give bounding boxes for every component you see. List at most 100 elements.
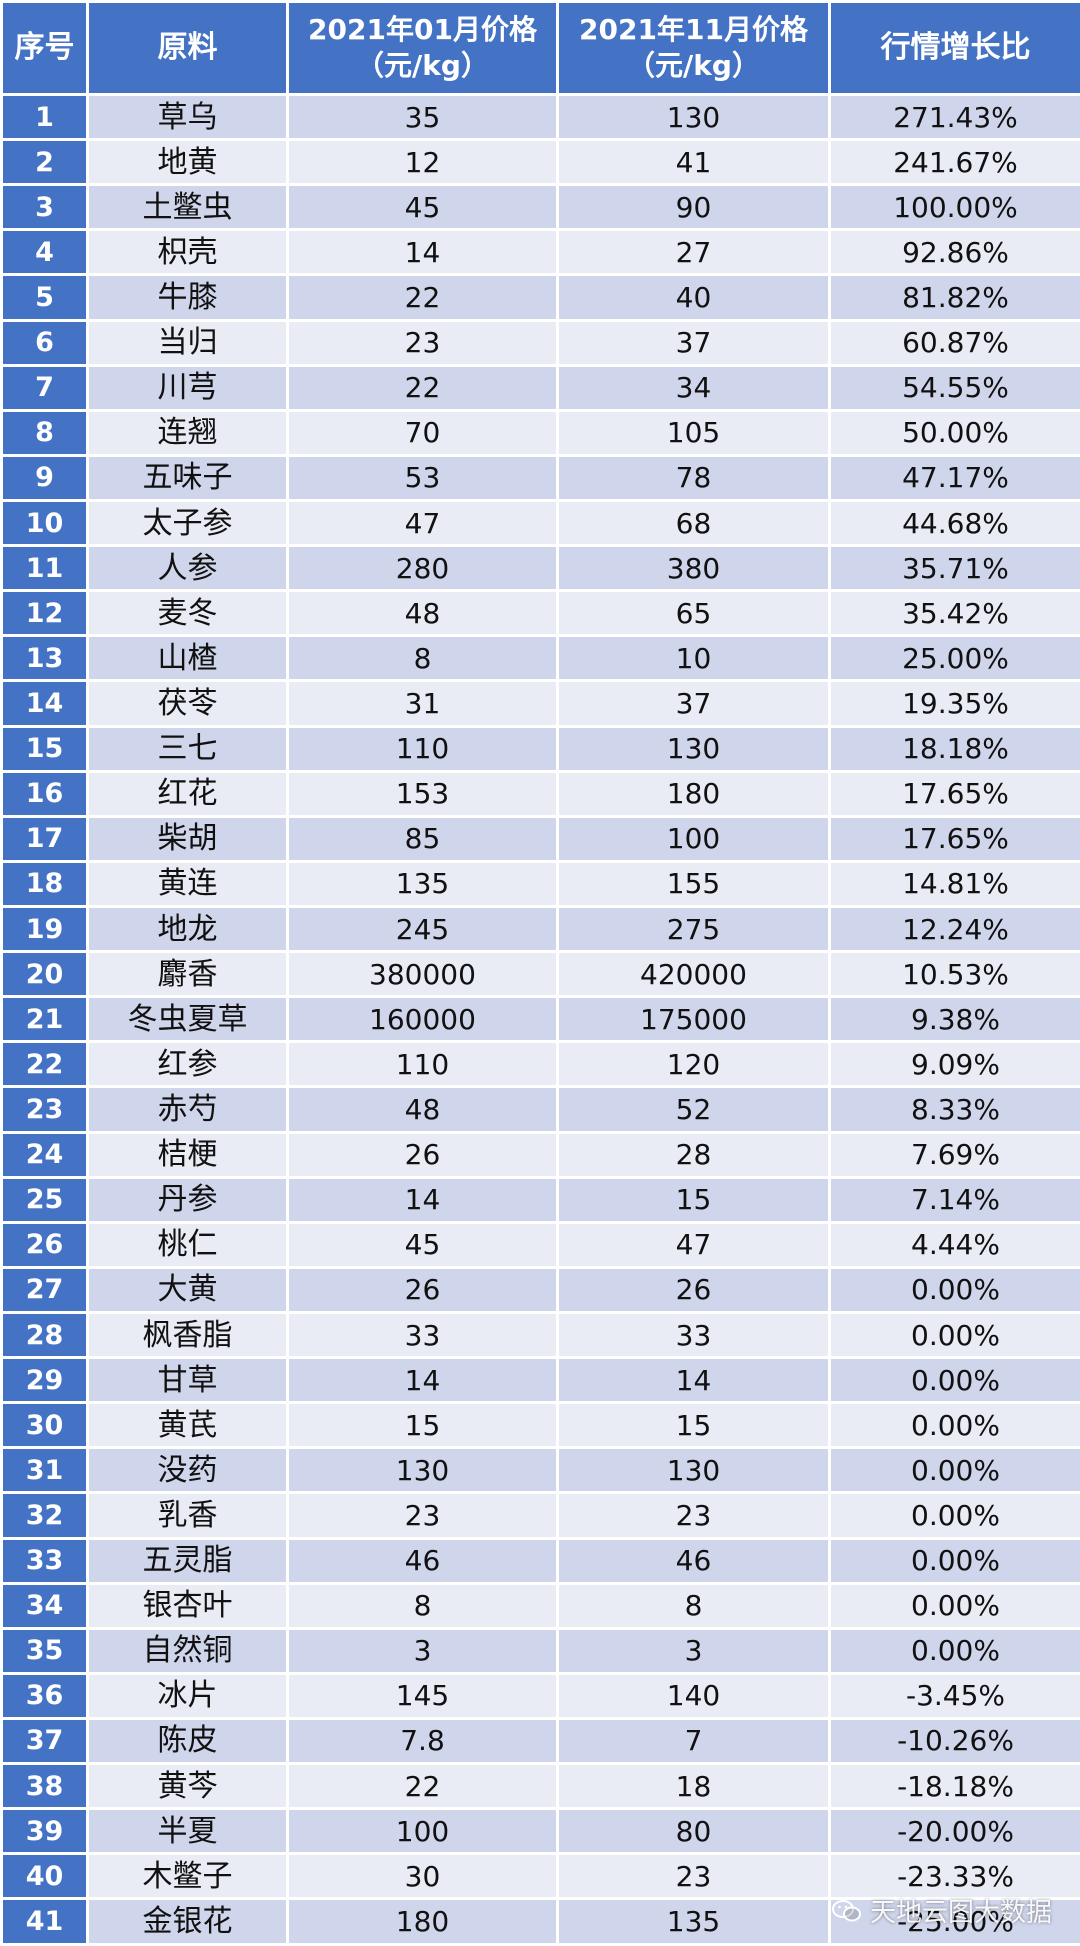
- index-cell: 19: [0, 904, 89, 954]
- price-nov-cell: 23: [556, 1491, 831, 1540]
- growth-cell: 7.14%: [828, 1175, 1080, 1224]
- table-row: 23 赤芍 48 52 8.33%: [0, 1085, 1080, 1134]
- index-header: 序号: [0, 0, 89, 96]
- material-cell: 陈皮: [86, 1716, 289, 1766]
- price-jan-cell: 23: [286, 318, 559, 367]
- table-row: 40 木鳖子 30 23 -23.33%: [0, 1852, 1080, 1901]
- price-nov-cell: 23: [556, 1852, 831, 1901]
- index-cell: 1: [0, 92, 89, 142]
- material-cell: 红参: [86, 1040, 289, 1089]
- growth-cell: 0.00%: [828, 1536, 1080, 1585]
- index-cell: 16: [0, 769, 89, 818]
- price-nov-cell: 37: [556, 679, 831, 728]
- price-jan-cell: 110: [286, 1040, 559, 1089]
- table-row: 1 草乌 35 130 271.43%: [0, 92, 1080, 142]
- growth-cell: 7.69%: [828, 1130, 1080, 1179]
- growth-cell: 9.09%: [828, 1040, 1080, 1089]
- index-cell: 18: [0, 859, 89, 908]
- growth-cell: -3.45%: [828, 1671, 1080, 1720]
- price-jan-cell: 33: [286, 1310, 559, 1360]
- price-jan-cell: 100: [286, 1807, 559, 1856]
- price-jan-cell: 145: [286, 1671, 559, 1720]
- material-cell: 黄连: [86, 859, 289, 908]
- price-nov-cell: 18: [556, 1762, 831, 1811]
- price-jan-cell: 23: [286, 1491, 559, 1540]
- price-jan-header-line2: （元/kg）: [356, 49, 489, 82]
- index-cell: 35: [0, 1626, 89, 1675]
- price-jan-cell: 180: [286, 1897, 559, 1946]
- table-row: 9 五味子 53 78 47.17%: [0, 453, 1080, 502]
- price-nov-cell: 26: [556, 1265, 831, 1314]
- material-cell: 银杏叶: [86, 1581, 289, 1630]
- growth-cell: 100.00%: [828, 183, 1080, 232]
- material-cell: 大黄: [86, 1265, 289, 1314]
- price-jan-cell: 45: [286, 183, 559, 232]
- price-jan-cell: 14: [286, 1175, 559, 1224]
- growth-cell: 271.43%: [828, 92, 1080, 142]
- index-cell: 10: [0, 498, 89, 548]
- material-cell: 地龙: [86, 904, 289, 954]
- index-cell: 27: [0, 1265, 89, 1314]
- price-jan-cell: 47: [286, 498, 559, 548]
- price-nov-cell: 14: [556, 1356, 831, 1405]
- growth-cell: 18.18%: [828, 724, 1080, 773]
- growth-cell: 0.00%: [828, 1401, 1080, 1450]
- price-jan-cell: 26: [286, 1130, 559, 1179]
- growth-cell: 0.00%: [828, 1626, 1080, 1675]
- growth-cell: 0.00%: [828, 1491, 1080, 1540]
- table-row: 21 冬虫夏草 160000 175000 9.38%: [0, 995, 1080, 1044]
- growth-cell: 241.67%: [828, 138, 1080, 187]
- growth-cell: 0.00%: [828, 1356, 1080, 1405]
- table-row: 5 牛膝 22 40 81.82%: [0, 273, 1080, 322]
- material-header: 原料: [86, 0, 289, 96]
- table-row: 18 黄连 135 155 14.81%: [0, 859, 1080, 908]
- price-jan-cell: 26: [286, 1265, 559, 1314]
- table-row: 30 黄芪 15 15 0.00%: [0, 1401, 1080, 1450]
- material-cell: 赤芍: [86, 1085, 289, 1134]
- price-jan-cell: 48: [286, 1085, 559, 1134]
- material-cell: 茯苓: [86, 679, 289, 728]
- index-cell: 34: [0, 1581, 89, 1630]
- index-cell: 8: [0, 408, 89, 457]
- material-cell: 连翘: [86, 408, 289, 457]
- price-nov-cell: 47: [556, 1220, 831, 1269]
- material-cell: 木鳖子: [86, 1852, 289, 1901]
- material-cell: 冬虫夏草: [86, 995, 289, 1044]
- index-cell: 37: [0, 1716, 89, 1766]
- price-jan-cell: 22: [286, 273, 559, 322]
- table-row: 32 乳香 23 23 0.00%: [0, 1491, 1080, 1540]
- index-cell: 15: [0, 724, 89, 773]
- growth-cell: 0.00%: [828, 1265, 1080, 1314]
- price-nov-cell: 105: [556, 408, 831, 457]
- growth-cell: 92.86%: [828, 228, 1080, 277]
- price-nov-cell: 130: [556, 1446, 831, 1495]
- price-jan-cell: 14: [286, 1356, 559, 1405]
- table-row: 10 太子参 47 68 44.68%: [0, 498, 1080, 548]
- material-cell: 土鳖虫: [86, 183, 289, 232]
- index-cell: 38: [0, 1762, 89, 1811]
- price-nov-cell: 90: [556, 183, 831, 232]
- price-jan-cell: 110: [286, 724, 559, 773]
- material-cell: 川芎: [86, 363, 289, 412]
- table-row: 3 土鳖虫 45 90 100.00%: [0, 183, 1080, 232]
- price-jan-cell: 15: [286, 1401, 559, 1450]
- growth-cell: 10.53%: [828, 950, 1080, 999]
- material-cell: 没药: [86, 1446, 289, 1495]
- growth-cell: 47.17%: [828, 453, 1080, 502]
- growth-cell: 25.00%: [828, 634, 1080, 683]
- growth-cell: 44.68%: [828, 498, 1080, 548]
- index-cell: 20: [0, 950, 89, 999]
- index-cell: 11: [0, 544, 89, 593]
- index-cell: 6: [0, 318, 89, 367]
- growth-header: 行情增长比: [828, 0, 1080, 96]
- price-nov-cell: 100: [556, 814, 831, 863]
- price-nov-cell: 140: [556, 1671, 831, 1720]
- index-cell: 17: [0, 814, 89, 863]
- table-row: 14 茯苓 31 37 19.35%: [0, 679, 1080, 728]
- price-jan-cell: 280: [286, 544, 559, 593]
- material-cell: 麦冬: [86, 589, 289, 638]
- price-nov-cell: 52: [556, 1085, 831, 1134]
- price-nov-cell: 135: [556, 1897, 831, 1946]
- index-cell: 7: [0, 363, 89, 412]
- price-nov-cell: 34: [556, 363, 831, 412]
